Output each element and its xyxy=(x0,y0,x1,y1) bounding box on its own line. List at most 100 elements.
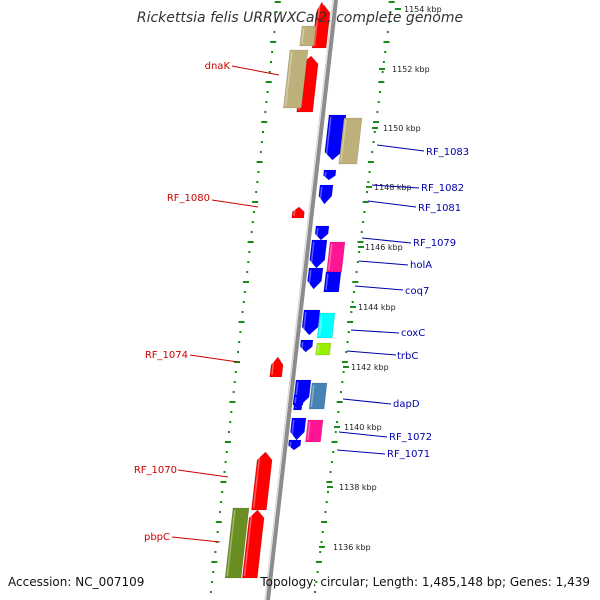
feature-sheen xyxy=(308,269,312,288)
scale-label: 1142 kbp xyxy=(351,363,389,372)
scale-label: 1150 kbp xyxy=(383,124,421,133)
feature-sheen xyxy=(340,119,347,163)
forward-strand-labels: RF_1083 RF_1082 RF_1081 RF_1079 holA coq… xyxy=(336,144,469,460)
feature-sheen xyxy=(293,208,296,217)
gene-label-leader xyxy=(177,469,229,478)
feature-inner-reverse-3 xyxy=(291,206,305,219)
topology-summary: Topology: circular; Length: 1,485,148 bp… xyxy=(259,575,590,589)
gene-label-rf-1074: RF_1074 xyxy=(145,350,188,361)
gene-label-leader xyxy=(342,398,392,405)
feature-sheen xyxy=(325,273,329,291)
feature-inner-reverse-5 xyxy=(251,451,273,511)
gene-label-leader xyxy=(367,200,417,208)
gene-label-leader xyxy=(336,449,386,455)
gene-label-leader xyxy=(361,237,412,244)
gene-label-leader xyxy=(338,431,388,438)
gene-label-leader xyxy=(231,65,280,76)
feature-outer-forward-26 xyxy=(323,271,342,293)
feature-sheen xyxy=(310,384,315,408)
feature-sheen xyxy=(310,241,315,267)
scale-label: 1136 kbp xyxy=(333,543,371,552)
gene-label-leader xyxy=(171,536,221,543)
feature-sheen xyxy=(301,341,304,351)
backbone-line xyxy=(266,0,338,600)
feature-sheen xyxy=(284,51,293,107)
feature-inner-forward-13 xyxy=(318,184,334,205)
feature-outer-forward-25 xyxy=(326,241,346,273)
tick-rows xyxy=(209,1,395,593)
feature-inner-reverse-4 xyxy=(269,356,284,378)
feature-outer-reverse-10 xyxy=(224,507,250,579)
feature-outer-reverse-8 xyxy=(299,25,317,47)
gene-label-hola: holA xyxy=(410,260,432,271)
scale-label: 1146 kbp xyxy=(365,243,403,252)
gene-label-leader xyxy=(350,329,400,334)
reverse-strand-labels: dnaK RF_1080 RF_1074 RF_1070 pbpC xyxy=(134,61,280,543)
feature-sheen xyxy=(317,344,320,354)
feature-inner-forward-18 xyxy=(299,339,314,353)
feature-sheen xyxy=(324,171,327,179)
gene-label-coxc: coxC xyxy=(401,328,425,339)
feature-outer-forward-28 xyxy=(315,342,332,356)
gene-label-dapd: dapD xyxy=(393,399,420,410)
feature-inner-forward-20 xyxy=(290,417,307,441)
feature-outer-forward-27 xyxy=(316,312,336,339)
feature-sheen xyxy=(306,421,311,441)
accession-text: Accession: NC_007109 xyxy=(8,575,144,589)
gene-label-leader xyxy=(371,184,420,189)
gene-label-dnak: dnaK xyxy=(205,61,231,72)
feature-inner-forward-21 xyxy=(288,439,302,451)
feature-inner-reverse-6 xyxy=(241,509,265,579)
feature-inner-reverse-7 xyxy=(315,1,326,21)
gene-label-rf-1083: RF_1083 xyxy=(426,147,469,158)
scale-label: 1140 kbp xyxy=(344,423,382,432)
backbone-highlight xyxy=(264,0,334,600)
scale-label: 1152 kbp xyxy=(392,65,430,74)
gene-label-leader xyxy=(376,144,425,152)
gene-label-rf-1080: RF_1080 xyxy=(167,193,210,204)
feature-outer-forward-24 xyxy=(338,117,363,165)
feature-outer-forward-30 xyxy=(305,419,324,443)
feature-sheen xyxy=(226,509,236,577)
gene-label-pbpc: pbpC xyxy=(144,532,170,543)
feature-sheen xyxy=(294,396,297,404)
feature-inner-forward-14 xyxy=(314,225,330,241)
feature-sheen xyxy=(318,314,323,337)
gene-label-leader xyxy=(354,285,404,291)
feature-inner-forward-16 xyxy=(307,267,324,290)
gene-label-rf-1082: RF_1082 xyxy=(421,183,464,194)
feature-sheen xyxy=(325,116,332,159)
scale-label: 1138 kbp xyxy=(339,483,377,492)
feature-sheen xyxy=(317,3,321,19)
feature-sheen xyxy=(328,243,333,271)
scale-label: 1144 kbp xyxy=(358,303,396,312)
gene-label-coq7: coq7 xyxy=(405,286,429,297)
feature-inner-forward-12 xyxy=(323,169,337,181)
feature-sheen xyxy=(301,27,305,45)
gene-label-leader xyxy=(346,350,397,356)
gene-label-rf-1079: RF_1079 xyxy=(413,238,456,249)
feature-sheen xyxy=(302,311,307,334)
feature-sheen xyxy=(271,358,275,376)
feature-inner-forward-22 xyxy=(292,394,305,406)
gene-label-leader xyxy=(211,199,259,208)
scale-layer: 1154 kbp 1152 kbp 1150 kbp 1148 kbp 1146… xyxy=(319,5,442,552)
feature-sheen xyxy=(319,186,323,203)
gene-label-rf-1081: RF_1081 xyxy=(418,203,461,214)
feature-outer-reverse-9 xyxy=(283,49,309,109)
feature-inner-forward-17 xyxy=(301,309,321,336)
gene-label-leader xyxy=(189,354,239,363)
feature-inner-forward-23 xyxy=(293,404,303,411)
gene-label-leader xyxy=(358,260,409,266)
features-layer xyxy=(224,1,363,579)
feature-sheen xyxy=(252,453,261,509)
gene-label-rf-1072: RF_1072 xyxy=(389,432,432,443)
feature-sheen xyxy=(315,227,319,239)
feature-outer-forward-29 xyxy=(308,382,328,410)
gene-label-rf-1070: RF_1070 xyxy=(134,465,177,476)
feature-sheen xyxy=(243,511,253,577)
scale-label: 1148 kbp xyxy=(374,183,412,192)
gene-label-rf-1071: RF_1071 xyxy=(387,449,430,460)
